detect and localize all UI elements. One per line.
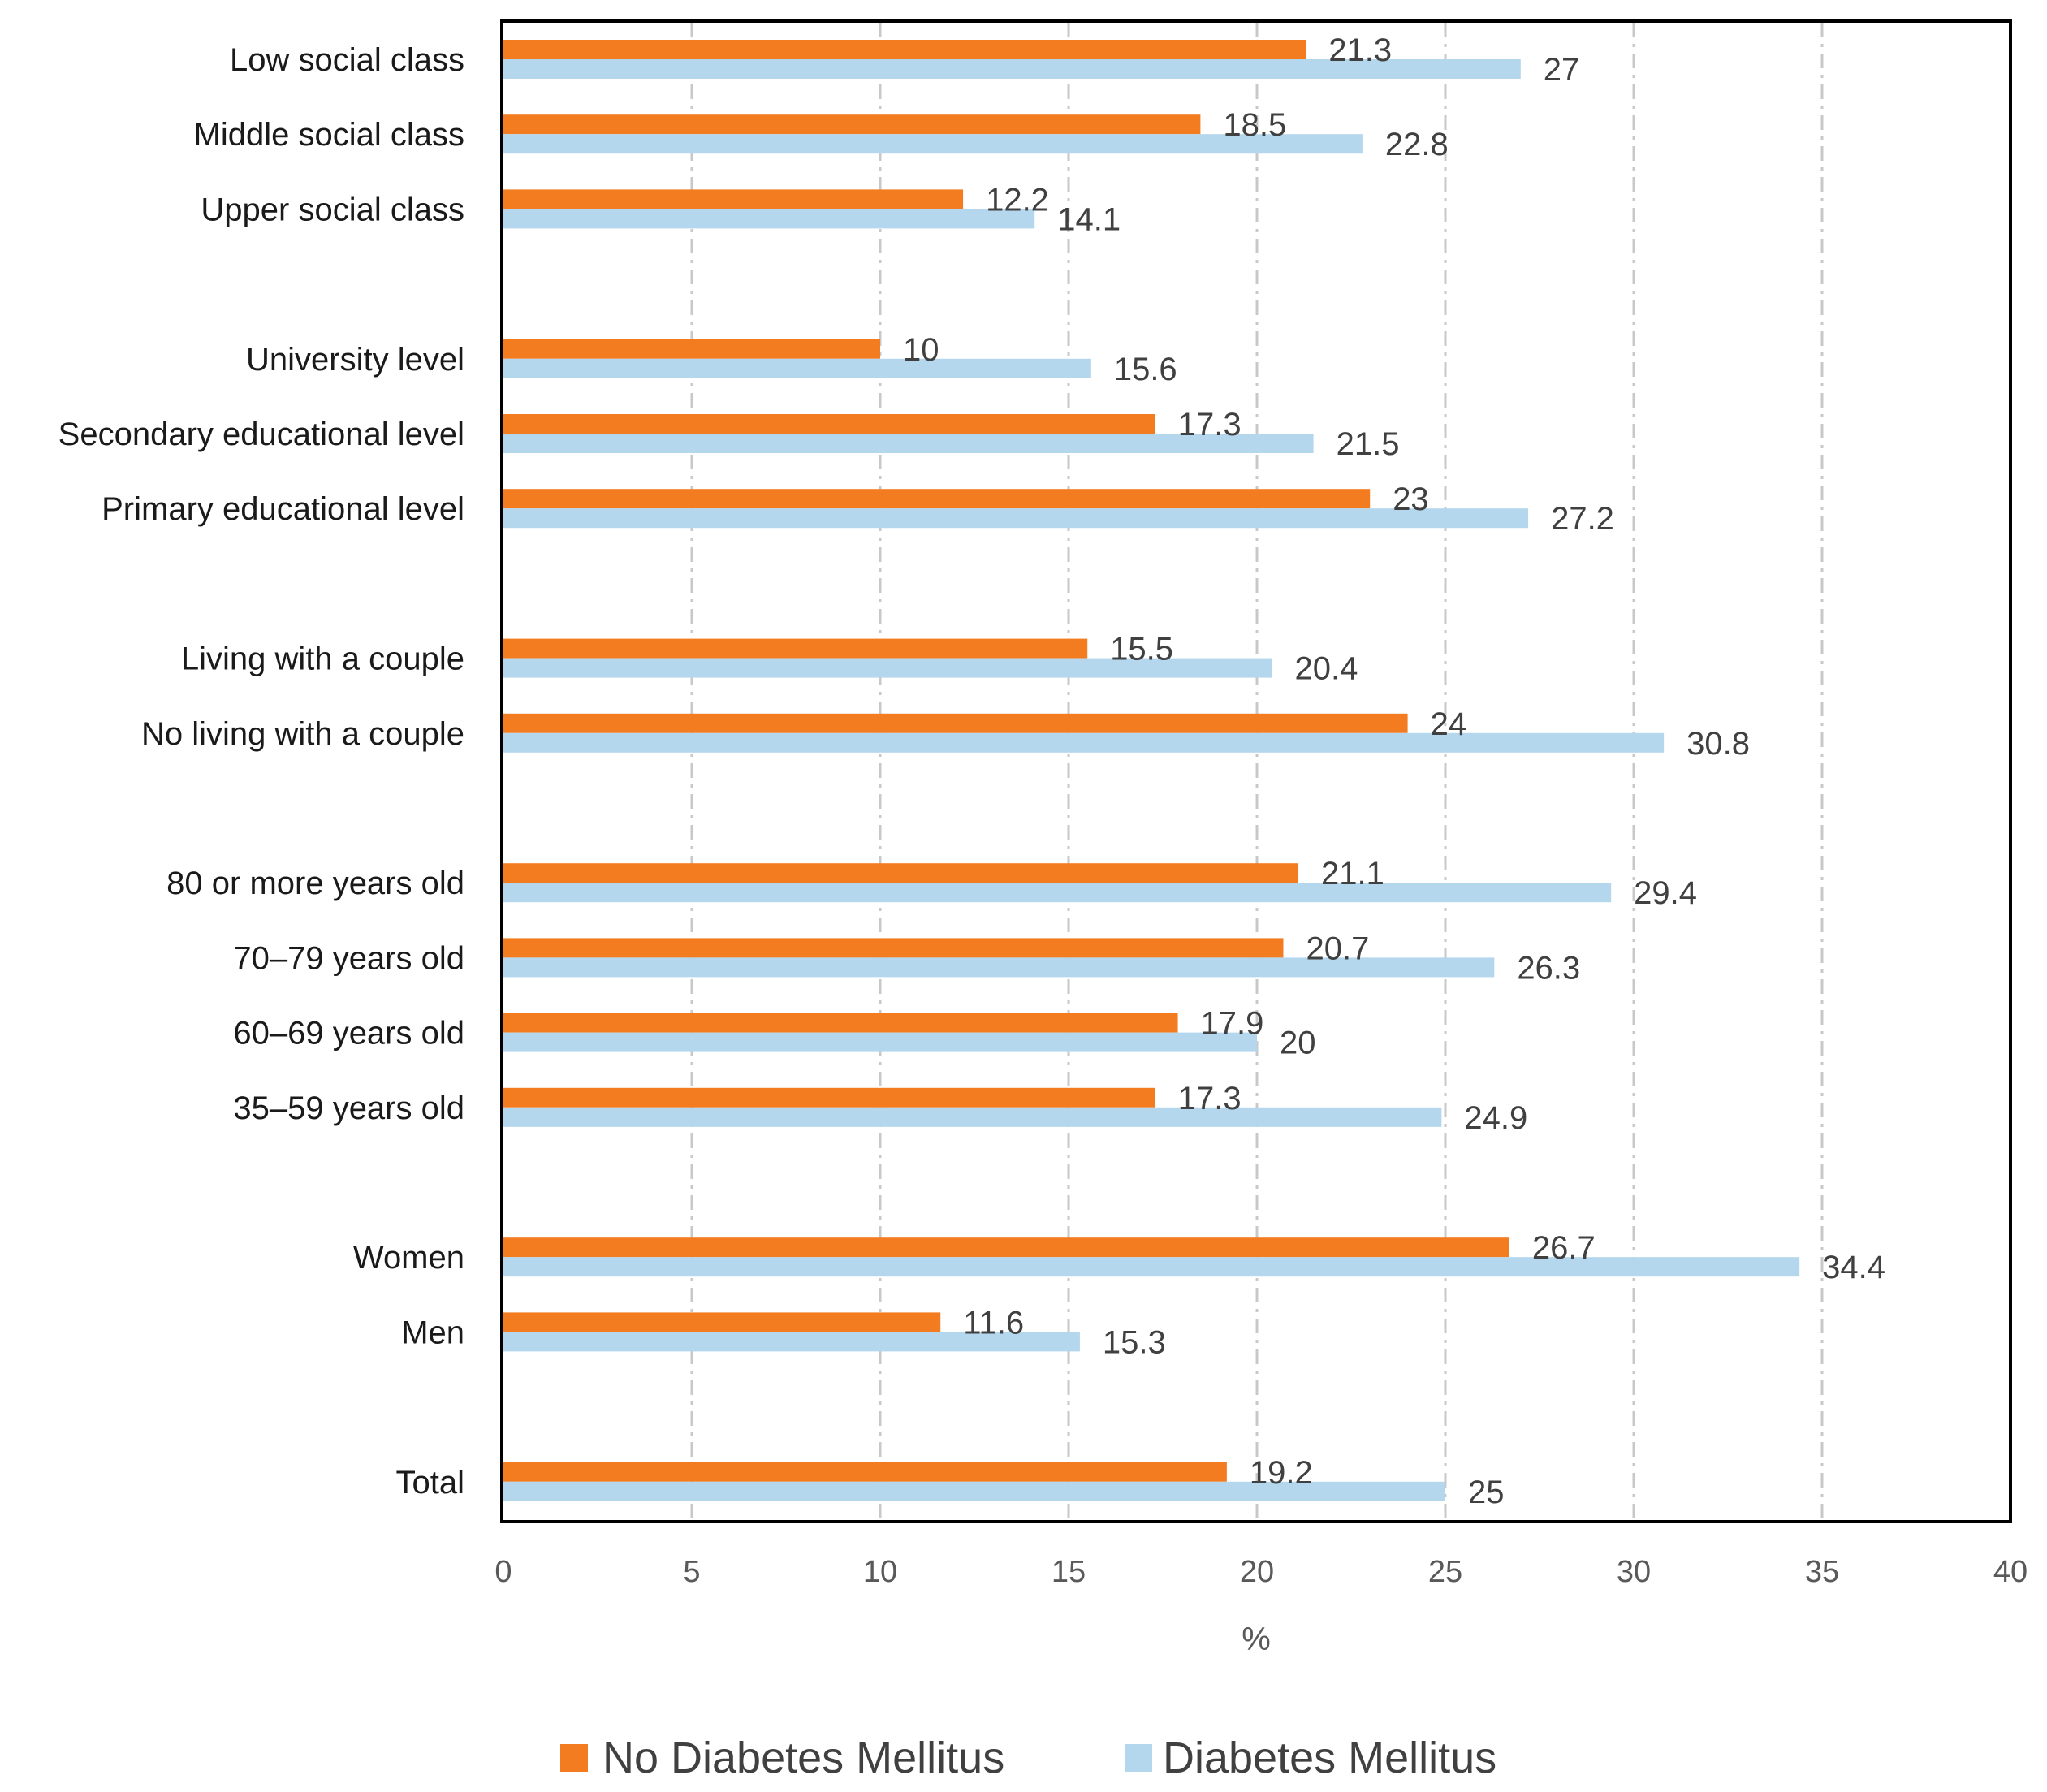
- x-tick-label: 15: [1052, 1555, 1086, 1589]
- data-label: 20.4: [1295, 651, 1358, 687]
- bar-diabetes: [503, 59, 1521, 79]
- bar-no-diabetes: [503, 1237, 1509, 1258]
- bar-no-diabetes: [503, 713, 1408, 733]
- legend-label: Diabetes Mellitus: [1163, 1734, 1496, 1782]
- data-label: 29.4: [1634, 875, 1697, 911]
- category-label: Low social class: [230, 42, 464, 78]
- data-label: 21.5: [1337, 426, 1400, 462]
- bar-diabetes: [503, 1032, 1257, 1052]
- legend-swatch: [1125, 1744, 1152, 1772]
- data-label: 15.6: [1114, 352, 1177, 387]
- bar-no-diabetes: [503, 339, 880, 359]
- bar-no-diabetes: [503, 638, 1088, 659]
- category-label: No living with a couple: [141, 716, 464, 752]
- bar-no-diabetes: [503, 489, 1371, 509]
- bar-diabetes: [503, 209, 1035, 229]
- bar-diabetes: [503, 358, 1091, 378]
- bar-no-diabetes: [503, 938, 1284, 958]
- data-label: 12.2: [986, 182, 1049, 218]
- data-label: 22.8: [1385, 127, 1449, 162]
- data-label: 17.3: [1178, 1081, 1242, 1116]
- x-tick-label: 5: [683, 1555, 700, 1589]
- data-label: 20: [1280, 1026, 1316, 1061]
- bar-no-diabetes: [503, 1312, 941, 1332]
- category-label: 60–69 years old: [233, 1016, 464, 1051]
- bar-diabetes: [503, 732, 1665, 753]
- bar-no-diabetes: [503, 1087, 1155, 1108]
- bar-diabetes: [503, 134, 1363, 154]
- data-label: 25: [1468, 1475, 1505, 1510]
- x-tick-label: 0: [494, 1555, 512, 1589]
- data-label: 11.6: [963, 1305, 1024, 1341]
- bar-no-diabetes: [503, 114, 1201, 135]
- data-label: 17.3: [1178, 407, 1242, 443]
- category-label: Upper social class: [201, 192, 464, 227]
- bar-diabetes: [503, 1107, 1442, 1127]
- legend-swatch: [560, 1744, 588, 1772]
- category-label: University level: [246, 342, 464, 378]
- category-label: Women: [353, 1240, 464, 1276]
- data-label: 24: [1431, 706, 1467, 742]
- x-tick-label: 10: [863, 1555, 897, 1589]
- category-label: 70–79 years old: [233, 940, 464, 976]
- bar-no-diabetes: [503, 1462, 1227, 1482]
- data-labels: 21.32718.522.812.214.11015.617.321.52327…: [903, 32, 1885, 1510]
- bars: [503, 40, 1800, 1501]
- category-label: Men: [401, 1315, 464, 1350]
- data-label: 21.1: [1321, 856, 1384, 892]
- category-label: Total: [396, 1465, 465, 1501]
- x-tick-label: 25: [1428, 1555, 1462, 1589]
- bar-diabetes: [503, 1481, 1445, 1501]
- bar-diabetes: [503, 658, 1272, 678]
- bar-no-diabetes: [503, 863, 1299, 883]
- category-label: 80 or more years old: [166, 866, 464, 901]
- data-label: 23: [1393, 481, 1429, 517]
- data-label: 15.3: [1103, 1324, 1166, 1360]
- category-label: Living with a couple: [181, 641, 464, 677]
- data-label: 30.8: [1686, 726, 1750, 762]
- data-label: 27.2: [1551, 501, 1614, 537]
- category-labels: Low social class Middle social class Upper…: [58, 42, 464, 1501]
- bar-no-diabetes: [503, 40, 1306, 59]
- data-label: 19.2: [1250, 1455, 1313, 1491]
- x-tick-label: 40: [1993, 1555, 2028, 1589]
- gridlines: [690, 23, 1824, 1520]
- category-label: Secondary educational level: [58, 417, 464, 452]
- bar-diabetes: [503, 1257, 1800, 1277]
- x-tick-label: 20: [1240, 1555, 1274, 1589]
- x-tick-label: 30: [1617, 1555, 1651, 1589]
- legend-item: No Diabetes Mellitus: [560, 1734, 1004, 1782]
- data-label: 26.3: [1517, 950, 1580, 986]
- bar-no-diabetes: [503, 414, 1155, 434]
- data-label: 21.3: [1328, 32, 1392, 68]
- x-axis-title: %: [1242, 1621, 1271, 1657]
- data-label: 17.9: [1201, 1006, 1264, 1042]
- x-tick-label: 35: [1805, 1555, 1839, 1589]
- bar-no-diabetes: [503, 1013, 1178, 1033]
- data-label: 34.4: [1822, 1250, 1885, 1285]
- bar-diabetes: [503, 957, 1495, 978]
- data-label: 18.5: [1223, 107, 1286, 143]
- bar-no-diabetes: [503, 189, 964, 209]
- data-label: 27: [1544, 52, 1580, 88]
- legend-label: No Diabetes Mellitus: [602, 1734, 1004, 1782]
- category-label: 35–59 years old: [233, 1090, 464, 1126]
- bar-diabetes: [503, 434, 1314, 453]
- data-label: 26.7: [1532, 1230, 1596, 1266]
- data-label: 10: [903, 332, 939, 368]
- plot-frame: [500, 19, 2012, 1523]
- bar-diabetes: [503, 508, 1529, 529]
- data-label: 24.9: [1464, 1100, 1527, 1136]
- data-label: 20.7: [1306, 931, 1369, 966]
- bar-diabetes: [503, 1332, 1080, 1352]
- data-label: 14.1: [1057, 201, 1121, 237]
- x-axis-ticks: 0 5 10 15 20 25 30 35 40: [494, 1555, 2028, 1589]
- category-label: Primary educational level: [101, 491, 464, 527]
- bar-diabetes: [503, 883, 1612, 903]
- legend-item: Diabetes Mellitus: [1125, 1734, 1496, 1782]
- legend: No Diabetes Mellitus Diabetes Mellitus: [560, 1734, 1496, 1782]
- data-label: 15.5: [1110, 632, 1173, 667]
- category-label: Middle social class: [194, 117, 464, 153]
